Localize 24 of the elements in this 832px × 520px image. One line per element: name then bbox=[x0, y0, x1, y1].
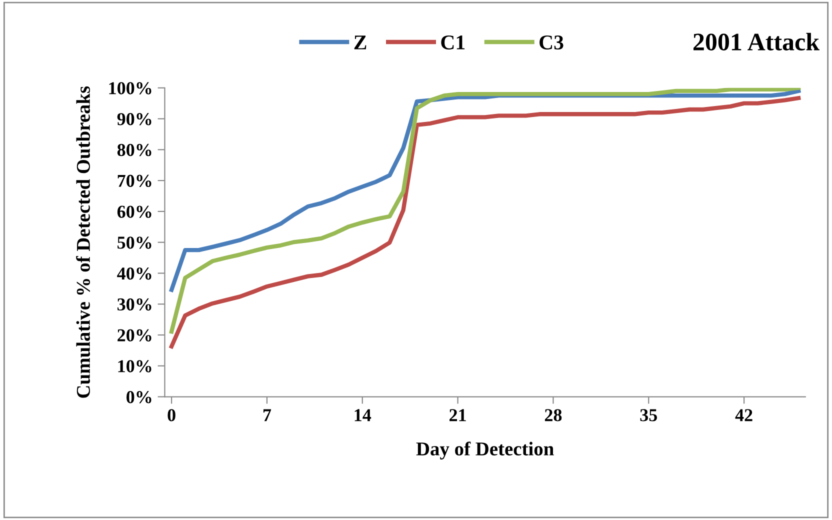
y-tick-label: 70% bbox=[118, 174, 152, 188]
x-tick-label: 7 bbox=[263, 409, 272, 422]
x-tick-label: 14 bbox=[354, 409, 372, 422]
x-axis-title: Day of Detection bbox=[416, 442, 554, 460]
y-tick-label: 60% bbox=[117, 206, 152, 218]
x-tick-label: 21 bbox=[450, 409, 466, 422]
y-tick-label: 90% bbox=[117, 113, 152, 126]
x-tick-label: 28 bbox=[544, 409, 562, 422]
x-tick-label: 42 bbox=[735, 409, 752, 422]
legend-label: C1 bbox=[441, 35, 465, 50]
y-tick-label: 80% bbox=[117, 144, 152, 156]
x-tick-label: 35 bbox=[640, 409, 657, 422]
y-tick-label: 10% bbox=[118, 360, 152, 372]
y-tick-label: 30% bbox=[118, 298, 152, 311]
y-axis-title: Cumulative % of Detected Outbreaks bbox=[76, 86, 90, 398]
legend-label: C3 bbox=[540, 35, 564, 50]
legend-label: Z bbox=[354, 36, 366, 50]
chart-title: 2001 Attack bbox=[693, 32, 820, 50]
y-tick-label: 40% bbox=[117, 267, 152, 280]
y-tick-label: 100% bbox=[109, 82, 152, 94]
y-tick-label: 20% bbox=[118, 329, 152, 342]
y-tick-label: 0% bbox=[126, 391, 152, 404]
y-tick-label: 50% bbox=[118, 236, 152, 249]
x-tick-label: 0 bbox=[168, 409, 176, 422]
